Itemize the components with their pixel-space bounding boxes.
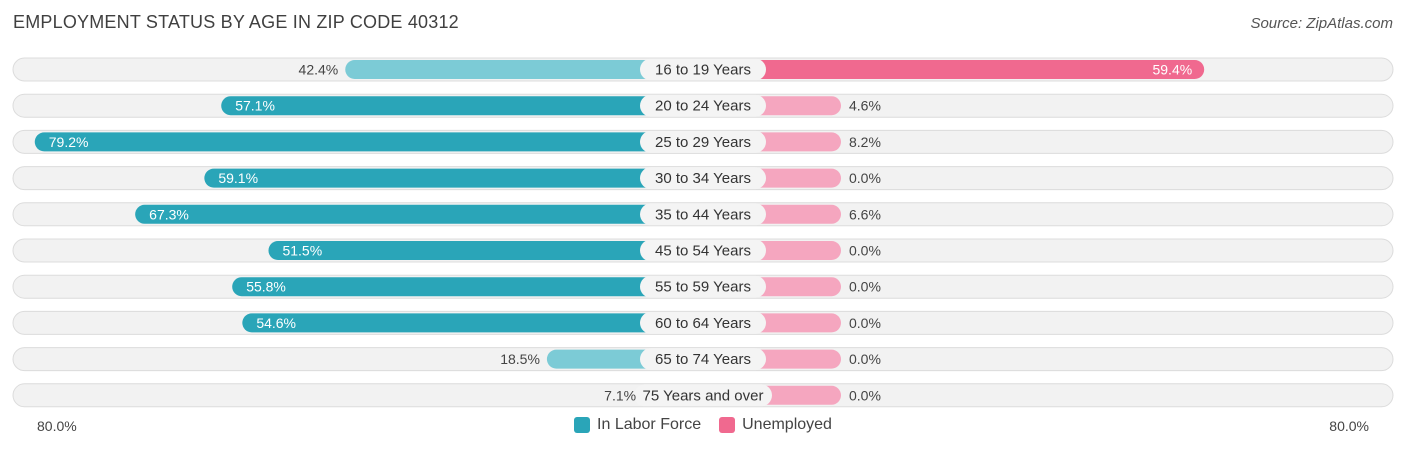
bar-labor: [242, 313, 703, 333]
value-label-unemployed: 8.2%: [849, 134, 881, 150]
bar-labor: [345, 60, 703, 79]
category-label-box: [640, 58, 766, 81]
value-label-labor: 54.6%: [256, 315, 296, 331]
category-label-box: [640, 239, 766, 262]
category-label: 20 to 24 Years: [655, 98, 751, 115]
value-label-labor: 7.1%: [604, 387, 636, 403]
source-credit: Source: ZipAtlas.com: [1250, 15, 1393, 32]
value-label-unemployed: 0.0%: [849, 279, 881, 295]
value-label-unemployed: 4.6%: [849, 98, 881, 114]
bar-labor: [268, 241, 703, 260]
legend-item-labor[interactable]: In Labor Force: [574, 416, 701, 434]
bar-labor: [232, 277, 703, 297]
value-label-labor: 79.2%: [49, 134, 89, 150]
category-label-box: [640, 348, 766, 371]
category-label-box: [640, 130, 766, 153]
category-label-box: [640, 275, 766, 298]
chart-title: EMPLOYMENT STATUS BY AGE IN ZIP CODE 403…: [13, 12, 459, 32]
category-label: 30 to 34 Years: [655, 170, 751, 187]
value-label-labor: 51.5%: [282, 243, 322, 259]
bar-labor: [204, 168, 703, 188]
axis-right-label: 80.0%: [1329, 418, 1369, 434]
category-label: 16 to 19 Years: [655, 62, 751, 79]
category-label: 75 Years and over: [643, 387, 764, 404]
bar-labor: [221, 96, 703, 116]
axis-left-label: 80.0%: [37, 418, 77, 434]
category-label-box: [640, 311, 766, 334]
value-label-labor: 42.4%: [299, 62, 339, 78]
category-label-box: [634, 384, 772, 407]
legend-swatch-labor: [574, 417, 591, 433]
bar-labor: [135, 204, 703, 224]
category-label: 45 to 54 Years: [655, 243, 751, 260]
bar-labor: [34, 132, 703, 152]
value-label-labor: 67.3%: [149, 206, 189, 222]
value-label-unemployed: 0.0%: [849, 315, 881, 331]
value-label-labor: 59.1%: [218, 170, 258, 186]
value-label-labor: 57.1%: [235, 98, 275, 114]
category-label: 65 to 74 Years: [655, 351, 751, 368]
bar-unemployed: [703, 60, 1205, 79]
value-label-unemployed: 0.0%: [849, 243, 881, 259]
value-label-labor: 55.8%: [246, 279, 286, 295]
category-label-box: [640, 203, 766, 226]
value-label-unemployed: 59.4%: [1152, 62, 1192, 78]
legend-label-unemployed: Unemployed: [742, 416, 832, 433]
category-label: 60 to 64 Years: [655, 315, 751, 332]
value-label-unemployed: 6.6%: [849, 206, 881, 222]
value-label-unemployed: 0.0%: [849, 387, 881, 403]
value-label-unemployed: 0.0%: [849, 170, 881, 186]
value-label-labor: 18.5%: [500, 351, 540, 367]
legend-label-labor: In Labor Force: [597, 416, 702, 433]
legend-item-unemployed[interactable]: Unemployed: [719, 416, 832, 434]
category-label-box: [640, 94, 766, 117]
category-label: 25 to 29 Years: [655, 134, 751, 151]
category-label: 35 to 44 Years: [655, 206, 751, 223]
category-label-box: [640, 167, 766, 190]
legend-swatch-unemployed: [719, 417, 736, 433]
value-label-unemployed: 0.0%: [849, 351, 881, 367]
category-label: 55 to 59 Years: [655, 279, 751, 296]
legend: In Labor Force Unemployed: [0, 416, 1406, 434]
